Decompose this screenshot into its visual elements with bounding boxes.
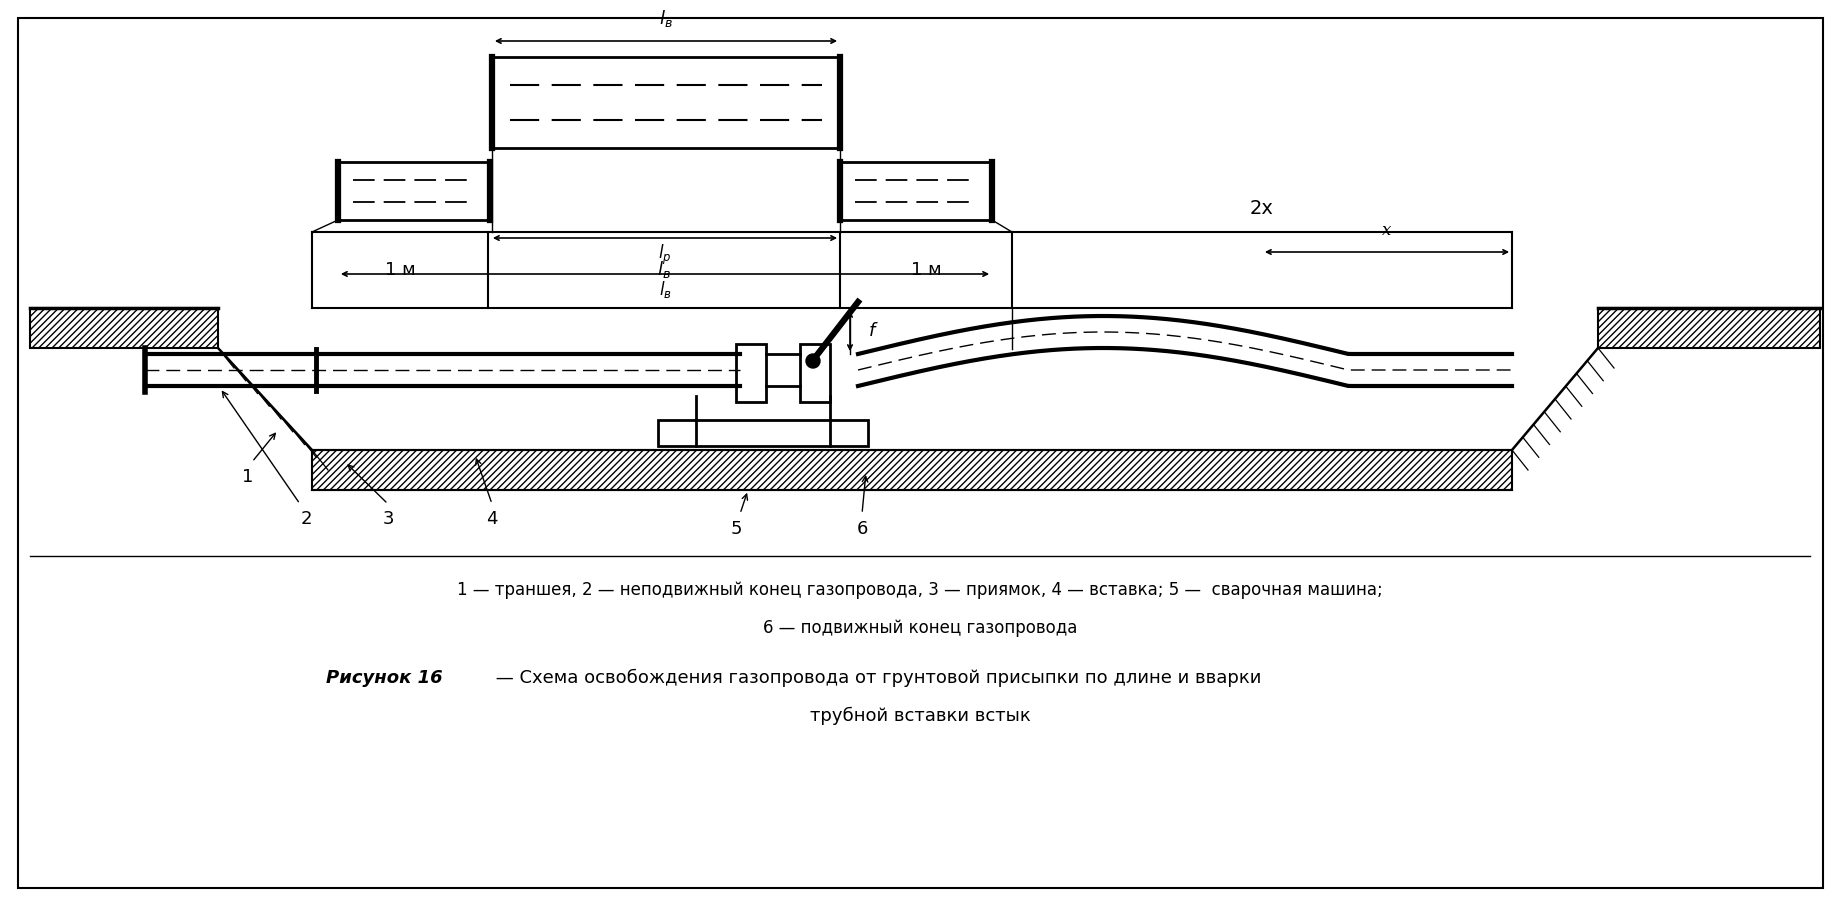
Bar (29, 308, 217, 348)
Text: $l_р$: $l_р$ (659, 243, 672, 267)
Text: 1 м: 1 м (911, 261, 941, 279)
Text: 6: 6 (856, 520, 867, 538)
Bar (311, 450, 1511, 490)
Text: 6 — подвижный конец газопровода: 6 — подвижный конец газопровода (762, 619, 1077, 637)
Text: 3: 3 (383, 510, 394, 528)
Bar (492, 57, 839, 148)
Bar (1598, 308, 1821, 348)
Text: 1: 1 (243, 468, 254, 486)
Text: $l_в$: $l_в$ (659, 8, 672, 29)
Bar (339, 162, 490, 220)
Bar (839, 162, 992, 220)
Text: 1 — траншея, 2 — неподвижный конец газопровода, 3 — приямок, 4 — вставка; 5 —  с: 1 — траншея, 2 — неподвижный конец газоп… (457, 581, 1383, 599)
Circle shape (806, 354, 819, 368)
Text: $l_в$: $l_в$ (657, 259, 670, 281)
Text: x: x (1383, 222, 1392, 239)
Text: 5: 5 (731, 520, 742, 538)
Text: Рисунок 16: Рисунок 16 (326, 669, 442, 687)
Text: — Схема освобождения газопровода от грунтовой присыпки по длине и вварки: — Схема освобождения газопровода от грун… (490, 669, 1261, 687)
Text: $l_в$: $l_в$ (659, 279, 672, 300)
Bar (736, 344, 766, 402)
Text: 1 м: 1 м (385, 261, 416, 279)
Text: 2: 2 (300, 510, 311, 528)
Text: $f$: $f$ (867, 322, 878, 340)
Bar (801, 344, 830, 402)
Text: 4: 4 (486, 510, 497, 528)
Bar (657, 420, 867, 446)
Text: 2x: 2x (1250, 199, 1274, 218)
Text: трубной вставки встык: трубной вставки встык (810, 707, 1031, 725)
